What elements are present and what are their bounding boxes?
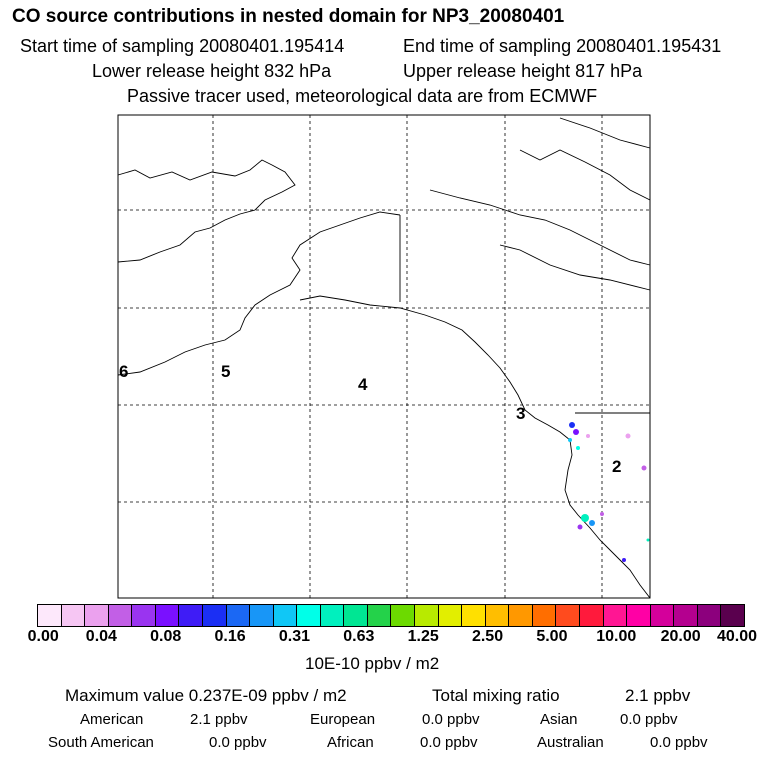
- colorbar-swatch: [320, 605, 345, 626]
- african-label: African: [327, 734, 374, 751]
- colorbar-swatch: [509, 605, 533, 626]
- colorbar-swatch: [344, 605, 368, 626]
- colorbar-tick-label: 0.08: [150, 628, 182, 645]
- colorbar-swatch: [438, 605, 463, 626]
- colorbar-swatch: [61, 605, 86, 626]
- american-label: American: [80, 711, 144, 728]
- colorbar-swatch: [532, 605, 557, 626]
- colorbar-swatch: [721, 605, 744, 626]
- page-title: CO source contributions in nested domain…: [12, 6, 565, 27]
- colorbar-tick-label: 10.00: [596, 628, 637, 645]
- american-value: 2.1 ppbv: [190, 711, 248, 728]
- colorbar-units: 10E-10 ppbv / m2: [305, 654, 440, 673]
- colorbar-swatch: [202, 605, 227, 626]
- colorbar-swatch: [132, 605, 156, 626]
- region-label: 6: [119, 362, 128, 381]
- asian-value: 0.0 ppbv: [620, 711, 678, 728]
- tracer-field: [568, 422, 650, 562]
- colorbar-swatch: [627, 605, 651, 626]
- start-time: Start time of sampling 20080401.195414: [20, 36, 345, 56]
- colorbar-swatch: [556, 605, 580, 626]
- colorbar-swatch: [415, 605, 439, 626]
- coastlines: [117, 117, 651, 599]
- south-american-label: South American: [48, 734, 154, 751]
- colorbar-swatch: [674, 605, 698, 626]
- colorbar-swatch: [603, 605, 628, 626]
- colorbar-swatch: [579, 605, 604, 626]
- colorbar-swatch: [697, 605, 722, 626]
- region-label: 3: [516, 404, 525, 423]
- colorbar-tick-label: 0.04: [85, 628, 117, 645]
- colorbar-swatch: [391, 605, 415, 626]
- colorbar-swatch: [485, 605, 510, 626]
- region-labels: 6 5 4 3 2: [119, 362, 621, 476]
- lower-release-height: Lower release height 832 hPa: [92, 61, 332, 81]
- tracer-note: Passive tracer used, meteorological data…: [127, 86, 598, 106]
- european-label: European: [310, 711, 376, 728]
- colorbar-tick-label: 0.63: [343, 628, 375, 645]
- colorbar-tick-label: 0.31: [278, 628, 311, 645]
- colorbar-tick-label: 1.25: [407, 628, 439, 645]
- colorbar-swatch: [297, 605, 321, 626]
- colorbar-swatch: [273, 605, 298, 626]
- map-frame: [117, 114, 651, 599]
- colorbar-swatch: [650, 605, 675, 626]
- colorbar-swatch: [85, 605, 109, 626]
- region-label: 4: [358, 375, 368, 394]
- colorbar: [37, 604, 745, 627]
- colorbar-swatch: [38, 605, 62, 626]
- end-time: End time of sampling 20080401.195431: [403, 36, 722, 56]
- australian-value: 0.0 ppbv: [650, 734, 708, 751]
- upper-release-height: Upper release height 817 hPa: [403, 61, 643, 81]
- colorbar-swatch: [367, 605, 392, 626]
- colorbar-swatch: [155, 605, 180, 626]
- colorbar-tick-label: 0.00: [27, 628, 59, 645]
- colorbar-swatch: [108, 605, 133, 626]
- region-label: 2: [612, 457, 621, 476]
- colorbar-tick-label: 5.00: [536, 628, 568, 645]
- colorbar-swatch: [226, 605, 251, 626]
- colorbar-tick-label: 40.00: [716, 628, 758, 645]
- region-label: 5: [221, 362, 230, 381]
- max-value: Maximum value 0.237E-09 ppbv / m2: [65, 686, 347, 705]
- australian-label: Australian: [537, 734, 604, 751]
- asian-label: Asian: [540, 711, 578, 728]
- south-american-value: 0.0 ppbv: [209, 734, 267, 751]
- total-mixing-label: Total mixing ratio: [432, 686, 560, 705]
- colorbar-tick-label: 0.16: [214, 628, 246, 645]
- colorbar-tick-label: 2.50: [471, 628, 504, 645]
- colorbar-swatch: [179, 605, 203, 626]
- colorbar-swatch: [462, 605, 486, 626]
- european-value: 0.0 ppbv: [422, 711, 480, 728]
- colorbar-tick-label: 20.00: [660, 628, 701, 645]
- map-panel: 6 5 4 3 2: [117, 114, 651, 599]
- african-value: 0.0 ppbv: [420, 734, 478, 751]
- graticule: [118, 115, 650, 598]
- colorbar-swatch: [250, 605, 274, 626]
- total-mixing-value: 2.1 ppbv: [625, 686, 691, 705]
